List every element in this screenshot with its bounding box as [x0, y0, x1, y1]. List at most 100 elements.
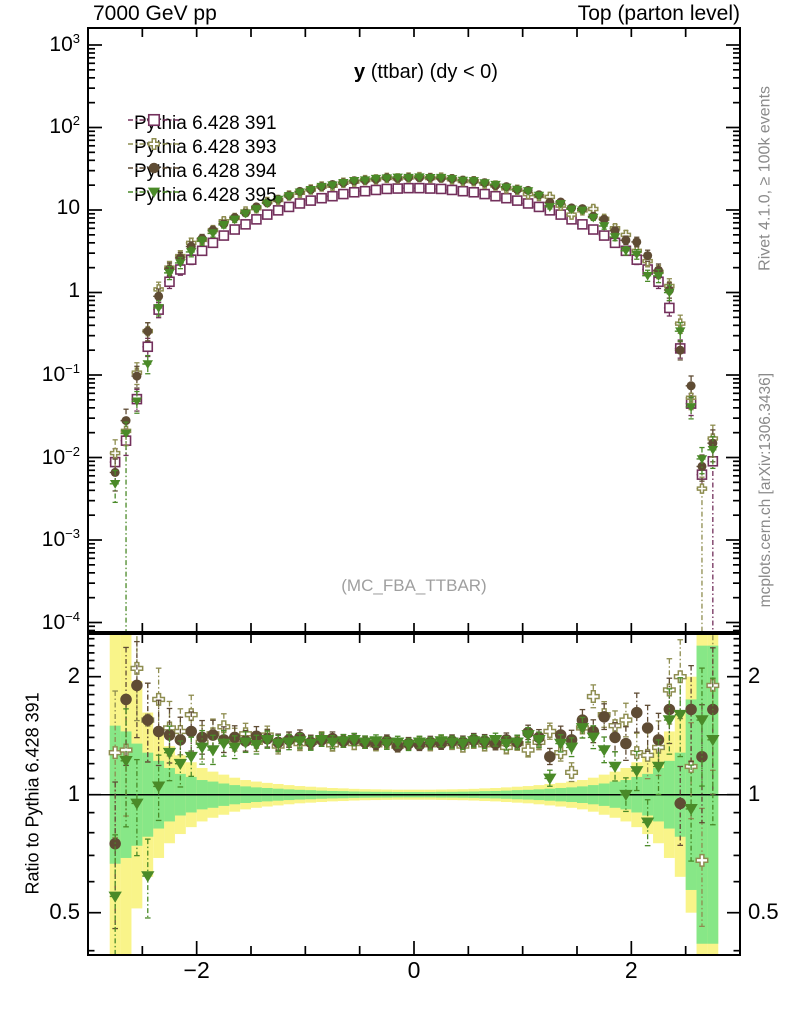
ratio-point-triangle-down-filled: [554, 738, 568, 750]
data-point-triangle-down-filled: [251, 205, 262, 214]
data-point-square-open: [261, 209, 273, 220]
ratio-point-cross-open: [565, 765, 579, 779]
data-point-triangle-down-filled: [327, 181, 338, 191]
ratio-point-triangle-down-filled: [195, 742, 209, 754]
ratio-point-triangle-down-filled: [445, 737, 459, 749]
data-point-triangle-down-filled: [142, 360, 153, 369]
ratio-point-triangle-down-filled: [521, 730, 535, 742]
main-ytick-label: 1: [68, 278, 80, 302]
data-point-triangle-down-filled: [588, 213, 599, 223]
ratio-point-triangle-down-filled: [238, 737, 253, 749]
ratio-ytick-label-left: 0.5: [49, 898, 80, 924]
data-point-cross-open: [696, 483, 708, 494]
data-point-triangle-down-filled: [555, 199, 566, 209]
data-point-triangle-down-filled: [359, 176, 371, 186]
data-point-square-open: [142, 341, 154, 353]
series-pythia-6.428-395: [109, 173, 719, 632]
data-point-triangle-down-filled: [207, 229, 219, 239]
ratio-ytick-label-right: 2: [748, 662, 761, 688]
ratio-point-circle-filled: [142, 714, 154, 726]
ratio-point-triangle-down-filled: [217, 738, 231, 750]
ratio-ytick-label-left: 1: [67, 780, 80, 806]
ratio-point-triangle-down-filled: [499, 738, 514, 750]
data-point-square-open: [196, 245, 208, 257]
legend-marker-square-open: [128, 113, 180, 127]
data-point-square-open: [501, 192, 512, 204]
ratio-point-triangle-down-filled: [640, 817, 655, 829]
data-point-triangle-down-filled: [664, 288, 675, 298]
data-point-circle-filled: [143, 326, 153, 336]
data-point-triangle-down-filled: [164, 269, 175, 278]
data-point-triangle-down-filled: [696, 455, 708, 464]
data-point-triangle-down-filled: [653, 272, 664, 281]
legend-item-label: Pythia 6.428 395: [134, 185, 277, 206]
data-point-triangle-down-filled: [675, 327, 686, 337]
data-point-square-open: [218, 230, 230, 241]
xtick-label: 2: [624, 957, 638, 983]
ratio-point-triangle-down-filled: [401, 740, 416, 752]
ratio-point-triangle-down-filled: [434, 736, 448, 748]
ratio-point-triangle-down-filled: [380, 738, 394, 750]
ratio-point-triangle-down-filled: [608, 761, 622, 773]
observable-suffix: (ttbar) (dy < 0): [365, 61, 498, 83]
data-point-triangle-down-filled: [598, 222, 610, 231]
ratio-series-pythia-6.428-395: [108, 667, 720, 955]
ratio-point-triangle-down-filled: [467, 736, 481, 748]
data-point-triangle-down-filled: [512, 185, 523, 195]
data-point-triangle-down-filled: [577, 206, 588, 216]
series-pythia-6.428-394: [109, 172, 719, 492]
data-point-circle-filled: [686, 381, 696, 391]
panel-frames: [87, 27, 741, 956]
data-point-circle-filled: [708, 438, 718, 448]
legend-item: Pythia 6.428 395: [126, 184, 277, 208]
data-point-square-open: [577, 219, 588, 230]
data-point-circle-filled: [675, 345, 685, 355]
ratio-point-triangle-down-filled: [510, 737, 524, 749]
legend-glyph-cross-open: [148, 138, 160, 150]
mcplots-arxiv-note: mcplots.cern.ch [arXiv:1306.3436]: [756, 372, 774, 608]
main-ytick-label: 10: [56, 196, 80, 219]
ratio-point-circle-filled: [152, 725, 165, 738]
ratio-point-cross-open: [641, 748, 655, 762]
data-point-triangle-down-filled: [685, 403, 697, 412]
ratio-point-triangle-down-filled: [391, 737, 405, 749]
ratio-point-triangle-down-filled: [597, 745, 611, 757]
data-point-square-open: [522, 198, 534, 209]
data-point-square-open: [435, 183, 447, 195]
legend-item-label: Pythia 6.428 393: [134, 137, 277, 158]
main-ytick-label: 103: [49, 30, 80, 56]
data-point-circle-filled: [599, 214, 609, 224]
data-point-triangle-down-filled: [425, 173, 436, 183]
ratio-plot-series: [108, 634, 720, 955]
data-point-square-open: [338, 188, 349, 200]
ratio-point-triangle-down-filled: [456, 738, 470, 750]
observable-label: y (ttbar) (dy < 0): [88, 62, 764, 83]
ratio-point-triangle-down-filled: [662, 715, 677, 727]
ratio-point-triangle-down-filled: [412, 737, 427, 749]
ratio-point-cross-open: [652, 740, 665, 754]
data-point-triangle-down-filled: [294, 188, 306, 198]
ratio-point-cross-open: [619, 713, 633, 727]
data-point-square-open: [327, 190, 338, 202]
ratio-point-triangle-down-filled: [706, 735, 720, 747]
ratio-point-circle-filled: [641, 722, 654, 734]
ratio-point-triangle-down-filled: [673, 709, 687, 722]
data-point-triangle-down-filled: [370, 174, 382, 184]
data-point-square-open: [587, 224, 599, 235]
data-point-triangle-down-filled: [566, 205, 577, 215]
data-point-triangle-down-filled: [109, 480, 121, 489]
observable-symbol: y: [354, 61, 366, 83]
data-point-triangle-down-filled: [175, 259, 186, 268]
data-point-triangle-down-filled: [609, 233, 621, 243]
axis-ticks: [88, 28, 740, 955]
data-point-circle-filled: [621, 235, 631, 245]
ratio-point-triangle-down-filled: [271, 738, 285, 750]
legend-item-label: Pythia 6.428 394: [134, 161, 277, 182]
data-point-square-open: [316, 192, 327, 204]
data-point-square-open: [446, 184, 458, 196]
ratio-point-circle-filled: [544, 750, 556, 763]
ratio-point-circle-filled: [620, 737, 632, 750]
ratio-point-triangle-down-filled: [173, 758, 188, 770]
ratio-point-triangle-down-filled: [206, 745, 220, 757]
data-point-square-open: [240, 219, 251, 230]
